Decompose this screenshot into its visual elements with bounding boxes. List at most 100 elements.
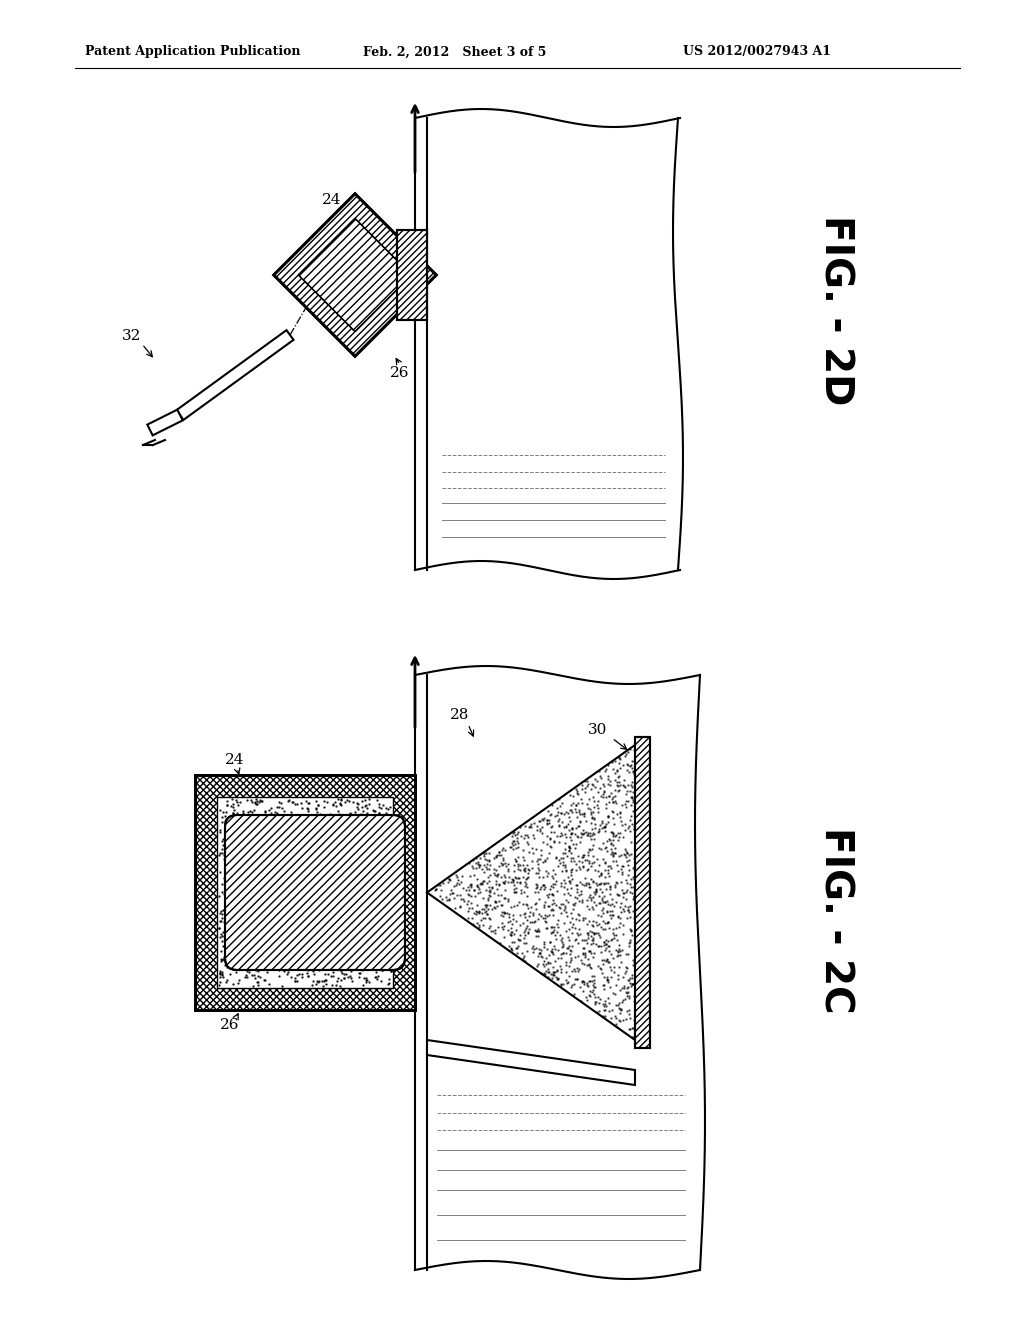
Point (545, 957, 561, 978)
Point (550, 940, 566, 961)
Point (220, 937, 237, 958)
Point (318, 942, 335, 964)
Point (528, 874, 545, 895)
Point (528, 874, 545, 895)
Point (241, 949, 257, 970)
Point (599, 912, 615, 933)
Point (615, 899, 632, 920)
Point (536, 879, 552, 900)
Point (257, 829, 273, 850)
Point (270, 866, 287, 887)
Point (254, 791, 270, 812)
Point (557, 895, 573, 916)
Point (243, 957, 259, 978)
Point (291, 908, 307, 929)
Point (339, 789, 355, 810)
Point (547, 924, 563, 945)
Point (554, 937, 570, 958)
Point (350, 861, 367, 882)
Point (440, 869, 457, 890)
Point (503, 939, 519, 960)
Point (546, 965, 562, 986)
Point (535, 866, 551, 887)
Point (624, 968, 640, 989)
Point (218, 890, 234, 911)
Point (553, 944, 569, 965)
Point (272, 866, 289, 887)
Point (540, 866, 556, 887)
Point (561, 929, 578, 950)
Point (582, 956, 598, 977)
Point (611, 826, 628, 847)
Point (592, 878, 608, 899)
Point (272, 871, 289, 892)
Point (368, 962, 384, 983)
Point (326, 920, 342, 941)
Point (381, 969, 397, 990)
Point (620, 754, 636, 775)
Point (225, 887, 242, 908)
Point (586, 828, 602, 849)
Point (338, 908, 354, 929)
Point (360, 814, 377, 836)
Point (216, 946, 232, 968)
Point (233, 816, 250, 837)
Point (248, 788, 264, 809)
Point (614, 990, 631, 1011)
Point (340, 822, 356, 843)
Point (285, 941, 301, 962)
Point (225, 928, 242, 949)
Point (318, 853, 335, 874)
Point (289, 970, 305, 991)
Point (609, 883, 626, 904)
Point (342, 833, 358, 854)
Point (605, 801, 622, 822)
Point (565, 792, 582, 813)
Point (257, 969, 273, 990)
Point (601, 855, 617, 876)
Point (212, 818, 228, 840)
Point (516, 945, 532, 966)
Point (598, 813, 614, 834)
Point (460, 883, 476, 904)
Point (605, 792, 622, 813)
Point (605, 834, 622, 855)
Point (263, 906, 280, 927)
Point (311, 970, 328, 991)
Point (287, 968, 303, 989)
Point (382, 950, 398, 972)
Point (562, 912, 579, 933)
Point (369, 838, 385, 859)
Point (263, 853, 280, 874)
Point (569, 784, 586, 805)
Point (258, 833, 274, 854)
Point (601, 792, 617, 813)
Point (380, 825, 396, 846)
Point (536, 851, 552, 873)
Point (292, 896, 308, 917)
Point (350, 836, 367, 857)
Point (309, 957, 326, 978)
Point (454, 865, 470, 886)
Point (249, 874, 265, 895)
Point (333, 903, 349, 924)
Point (463, 892, 479, 913)
Point (469, 875, 485, 896)
Point (542, 828, 558, 849)
Point (541, 945, 557, 966)
Point (551, 814, 567, 836)
Point (494, 843, 510, 865)
Point (306, 937, 323, 958)
Point (452, 884, 468, 906)
Point (595, 903, 611, 924)
Point (477, 894, 494, 915)
Point (623, 787, 639, 808)
Point (294, 829, 310, 850)
Point (261, 923, 278, 944)
Point (602, 858, 618, 879)
Point (621, 970, 637, 991)
Point (309, 972, 326, 993)
Point (463, 876, 479, 898)
Point (248, 960, 264, 981)
Point (256, 952, 272, 973)
